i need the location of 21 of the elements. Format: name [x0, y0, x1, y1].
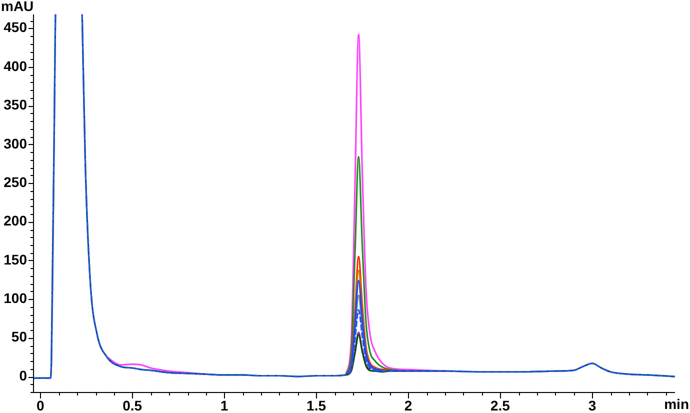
y-axis-title: mAU — [1, 0, 34, 14]
y-tick-label: 50 — [11, 328, 28, 345]
y-tick-label: 200 — [4, 212, 28, 229]
x-tick-label: 2 — [404, 397, 412, 413]
x-tick-label: 1 — [220, 397, 228, 413]
y-tick-label: 250 — [4, 174, 28, 190]
line-series — [344, 156, 410, 376]
y-tick-label: 400 — [4, 58, 28, 74]
y-tick-label: 150 — [4, 251, 28, 268]
x-tick-label: 0 — [36, 397, 44, 413]
y-tick-label: 0 — [19, 367, 28, 384]
y-tick-label: 300 — [4, 135, 28, 152]
x-tick-label: 3 — [588, 397, 596, 413]
y-tick-label: 450 — [4, 19, 28, 36]
x-axis-title: min — [664, 396, 689, 412]
x-tick-label: 0.5 — [122, 397, 142, 413]
y-tick-label: 350 — [4, 96, 28, 113]
x-tick-label: 1.5 — [306, 397, 326, 413]
y-tick-label: 100 — [4, 290, 28, 306]
x-tick-label: 2.5 — [490, 397, 510, 413]
line-series — [344, 256, 391, 376]
